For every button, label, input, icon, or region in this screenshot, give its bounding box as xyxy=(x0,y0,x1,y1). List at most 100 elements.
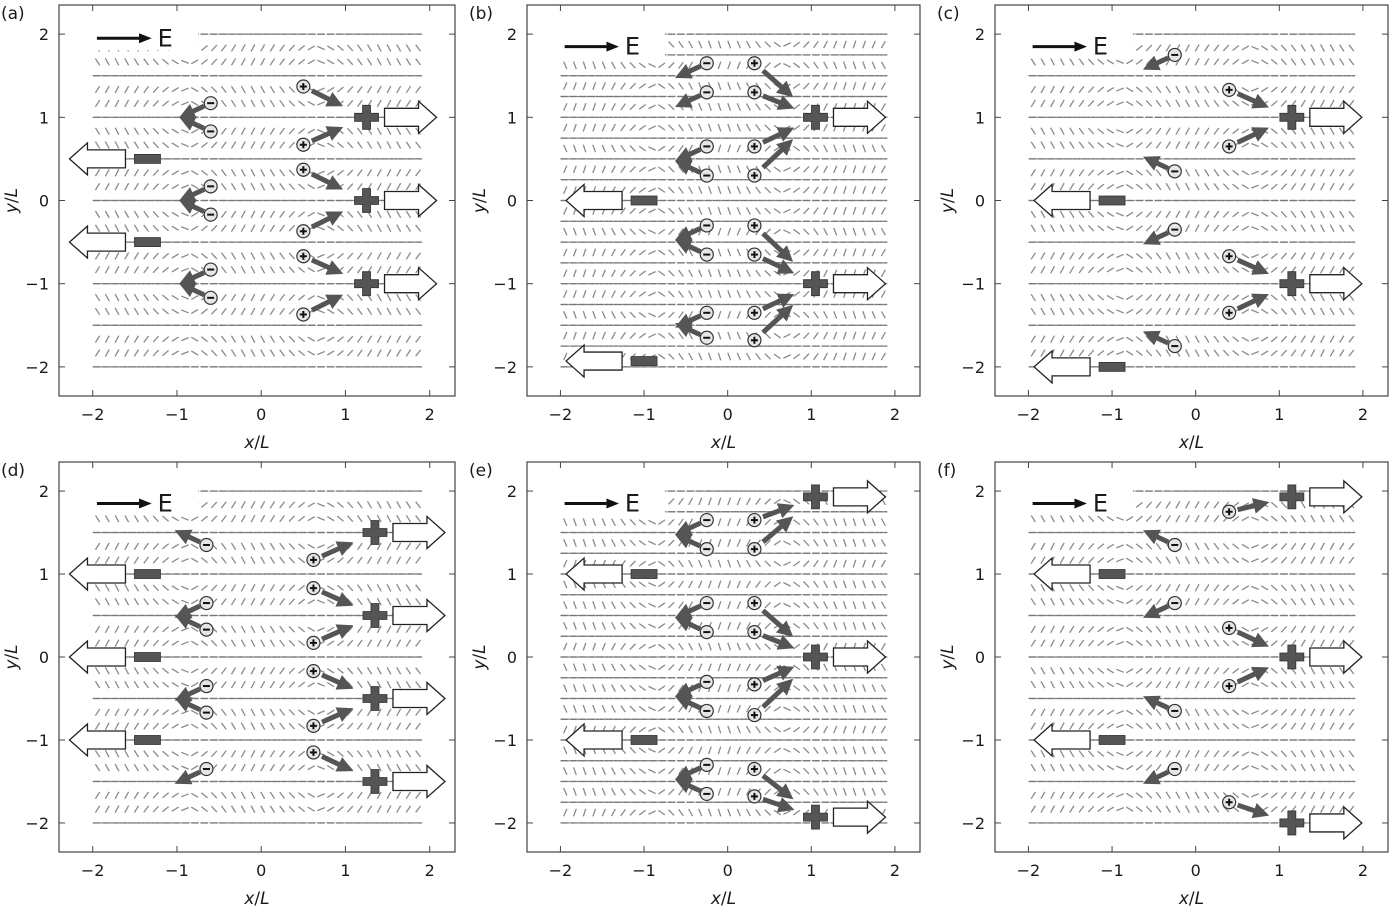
director-stroke xyxy=(396,639,402,647)
director-stroke xyxy=(260,625,266,634)
director-stroke xyxy=(793,145,801,152)
minus-sign xyxy=(134,154,161,164)
plus-sign xyxy=(354,188,379,213)
director-stroke xyxy=(298,501,306,508)
director-stroke xyxy=(298,128,306,135)
director-stroke xyxy=(1260,336,1269,342)
director-stroke xyxy=(336,100,344,107)
director-stroke xyxy=(620,663,626,672)
director-stroke xyxy=(240,584,246,592)
director-stroke xyxy=(415,224,422,232)
director-stroke xyxy=(563,269,568,278)
y-tick-label: 0 xyxy=(507,192,517,211)
director-stroke xyxy=(162,128,170,135)
director-stroke xyxy=(1175,99,1181,108)
positive-defect xyxy=(306,707,354,733)
director-stroke xyxy=(755,40,761,49)
director-stroke xyxy=(1078,141,1085,149)
director-stroke xyxy=(1232,211,1240,218)
director-stroke xyxy=(764,103,772,111)
director-stroke xyxy=(230,750,237,758)
director-stroke xyxy=(1329,58,1335,66)
director-stroke xyxy=(773,353,782,360)
director-stroke xyxy=(1300,141,1306,149)
y-axis-label: y/L xyxy=(470,188,490,214)
director-stroke xyxy=(269,293,276,302)
director-stroke xyxy=(279,639,286,647)
director-stroke xyxy=(563,102,568,111)
director-stroke xyxy=(171,723,180,729)
director-stroke xyxy=(745,808,751,817)
director-stroke xyxy=(773,228,782,235)
director-stroke xyxy=(717,767,722,776)
director-stroke xyxy=(852,704,857,713)
director-stroke xyxy=(250,58,256,66)
director-stroke xyxy=(1116,253,1124,259)
director-stroke xyxy=(326,502,335,508)
director-stroke xyxy=(181,682,189,687)
director-stroke xyxy=(326,350,335,356)
director-stroke xyxy=(1213,169,1220,177)
director-stroke xyxy=(200,169,208,176)
director-stroke xyxy=(736,787,741,796)
director-stroke xyxy=(366,639,373,647)
director-stroke xyxy=(1251,59,1259,64)
director-stroke xyxy=(727,704,732,713)
director-stroke xyxy=(1155,266,1162,274)
director-stroke xyxy=(871,82,876,91)
director-stroke xyxy=(405,210,412,219)
director-stroke xyxy=(190,723,199,729)
director-stroke xyxy=(745,725,751,734)
director-stroke xyxy=(260,335,266,343)
director-stroke xyxy=(793,83,801,90)
director-stroke xyxy=(317,627,325,632)
y-axis-slash: / xyxy=(2,654,22,660)
director-stroke xyxy=(698,40,703,49)
director-stroke xyxy=(133,58,140,66)
positive-defect xyxy=(747,127,795,154)
director-stroke xyxy=(405,85,412,94)
director-stroke xyxy=(181,627,189,632)
director-stroke xyxy=(1078,169,1085,177)
director-stroke xyxy=(1320,224,1325,233)
director-stroke xyxy=(629,788,637,796)
director-stroke xyxy=(1329,335,1335,343)
director-stroke xyxy=(250,542,256,551)
director-stroke xyxy=(181,516,189,521)
director-stroke xyxy=(1194,141,1200,149)
director-stroke xyxy=(230,514,237,523)
director-stroke xyxy=(1213,252,1220,260)
director-stroke xyxy=(755,352,761,361)
director-stroke xyxy=(190,128,199,134)
director-stroke xyxy=(124,141,130,149)
director-stroke xyxy=(104,597,110,606)
hollow-arrow-right xyxy=(832,99,887,135)
director-stroke xyxy=(317,170,325,175)
director-stroke xyxy=(880,123,886,132)
director-stroke xyxy=(678,207,684,215)
director-stroke xyxy=(793,104,801,110)
field-label: E xyxy=(158,24,173,52)
director-stroke xyxy=(880,103,886,111)
director-stroke xyxy=(852,186,857,195)
director-stroke xyxy=(1280,210,1288,218)
director-stroke xyxy=(1194,266,1200,274)
director-stroke xyxy=(880,622,886,630)
director-stroke xyxy=(386,708,392,717)
director-stroke xyxy=(629,767,637,775)
director-stroke xyxy=(658,623,666,629)
director-stroke xyxy=(1135,349,1143,357)
director-stroke xyxy=(181,295,189,300)
director-stroke xyxy=(346,791,354,799)
director-stroke xyxy=(1087,127,1095,135)
director-stroke xyxy=(678,144,684,153)
director-stroke xyxy=(1280,44,1288,52)
director-stroke xyxy=(133,667,140,675)
director-stroke xyxy=(638,332,647,339)
director-stroke xyxy=(736,165,741,174)
director-stroke xyxy=(601,331,606,340)
director-stroke xyxy=(1320,141,1325,149)
director-stroke xyxy=(298,543,306,550)
director-stroke xyxy=(171,640,180,646)
director-stroke xyxy=(133,169,140,177)
